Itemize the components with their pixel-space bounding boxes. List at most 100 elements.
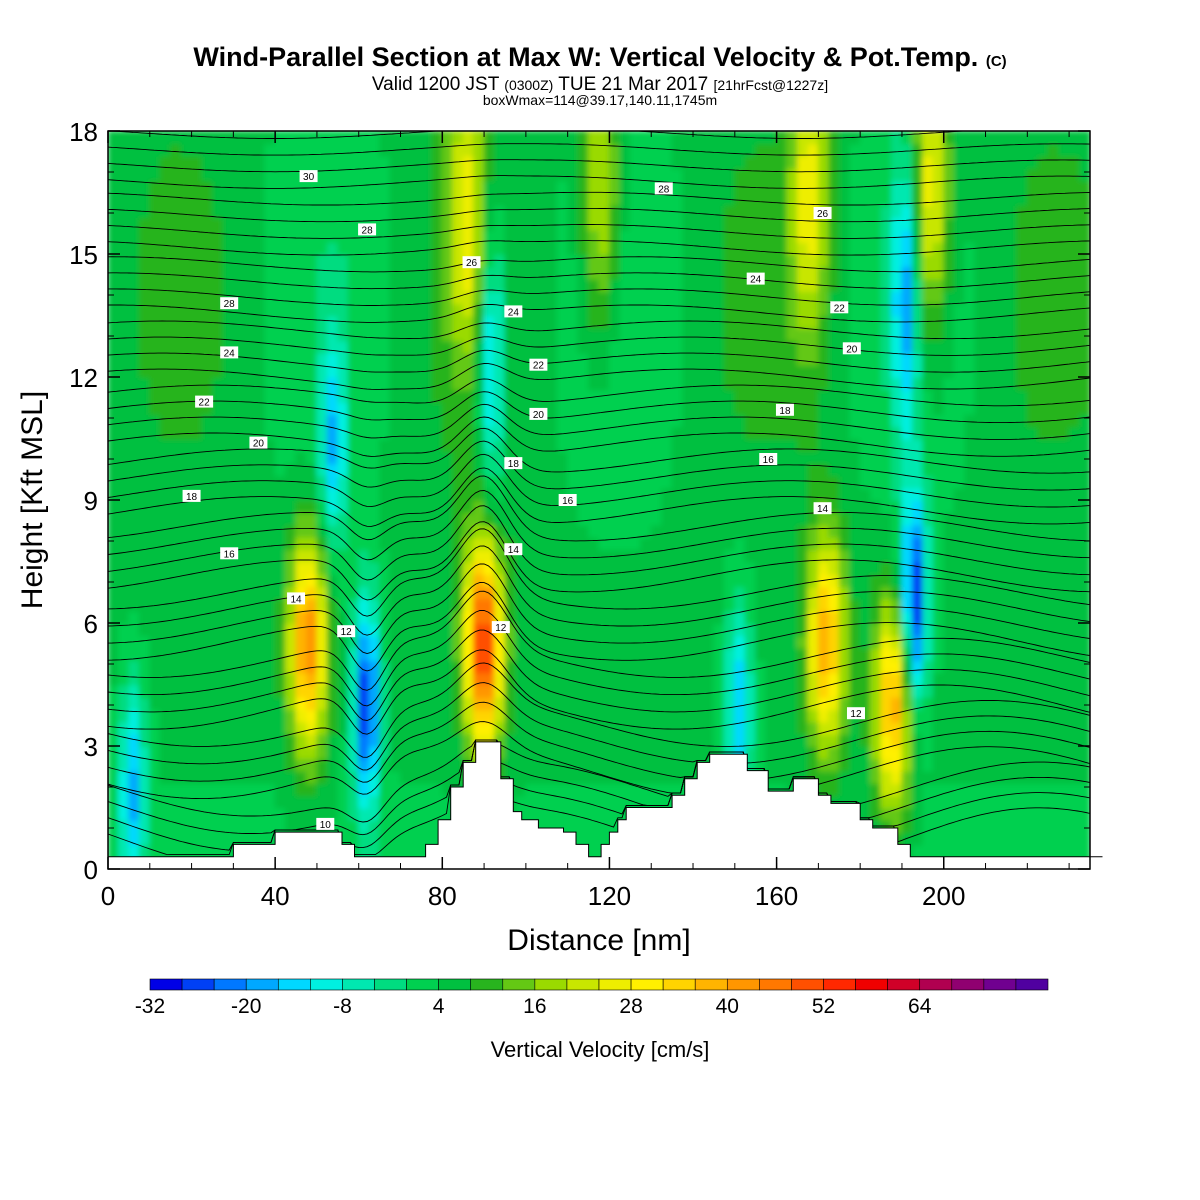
velocity-cell bbox=[452, 241, 465, 255]
velocity-cell bbox=[232, 438, 245, 452]
velocity-cell bbox=[128, 745, 141, 760]
velocity-cell bbox=[556, 819, 569, 834]
velocity-cell bbox=[108, 376, 120, 391]
velocity-cell bbox=[108, 204, 120, 219]
velocity-cell bbox=[880, 388, 893, 403]
velocity-cell bbox=[232, 474, 245, 489]
velocity-cell bbox=[117, 585, 130, 600]
velocity-cell bbox=[661, 610, 674, 624]
velocity-cell bbox=[608, 315, 621, 329]
velocity-cell bbox=[316, 745, 329, 760]
velocity-cell bbox=[274, 511, 287, 526]
velocity-cell bbox=[577, 339, 590, 354]
velocity-cell bbox=[232, 179, 245, 194]
velocity-cell bbox=[619, 315, 632, 329]
velocity-cell bbox=[337, 376, 350, 391]
velocity-cell bbox=[577, 610, 590, 624]
velocity-cell bbox=[420, 671, 433, 686]
velocity-cell bbox=[796, 228, 809, 243]
velocity-cell bbox=[598, 757, 611, 772]
velocity-cell bbox=[619, 253, 632, 268]
velocity-cell bbox=[556, 561, 569, 575]
velocity-cell bbox=[180, 351, 193, 366]
velocity-cell bbox=[222, 351, 235, 366]
velocity-cell bbox=[108, 351, 120, 366]
velocity-cell bbox=[337, 462, 350, 477]
velocity-cell bbox=[431, 684, 444, 698]
velocity-cell bbox=[556, 290, 569, 305]
velocity-cell bbox=[211, 720, 224, 735]
velocity-cell bbox=[514, 216, 527, 231]
velocity-cell bbox=[838, 351, 851, 366]
velocity-cell bbox=[452, 634, 465, 649]
velocity-cell bbox=[744, 733, 757, 747]
velocity-cell bbox=[473, 647, 486, 661]
velocity-cell bbox=[567, 167, 580, 182]
velocity-cell bbox=[953, 228, 966, 243]
velocity-cell bbox=[400, 204, 412, 219]
velocity-cell bbox=[504, 585, 517, 600]
velocity-cell bbox=[253, 720, 266, 735]
velocity-cell bbox=[891, 253, 903, 268]
velocity-cell bbox=[588, 204, 600, 219]
velocity-cell bbox=[671, 696, 684, 711]
velocity-cell bbox=[702, 634, 715, 649]
velocity-cell bbox=[389, 241, 402, 255]
velocity-cell bbox=[462, 265, 475, 280]
velocity-cell bbox=[671, 401, 684, 415]
velocity-cell bbox=[713, 462, 726, 477]
velocity-cell bbox=[619, 401, 632, 415]
velocity-cell bbox=[170, 745, 183, 760]
velocity-cell bbox=[661, 684, 674, 698]
velocity-cell bbox=[211, 241, 224, 255]
velocity-cell bbox=[922, 425, 935, 440]
velocity-cell bbox=[128, 228, 141, 243]
velocity-cell bbox=[880, 376, 893, 391]
velocity-cell bbox=[138, 831, 151, 846]
velocity-cell bbox=[849, 561, 862, 575]
velocity-cell bbox=[180, 499, 193, 514]
velocity-cell bbox=[702, 351, 715, 366]
velocity-cell bbox=[337, 450, 350, 465]
velocity-cell bbox=[514, 131, 527, 145]
velocity-cell bbox=[943, 339, 956, 354]
velocity-cell bbox=[640, 425, 653, 440]
velocity-cell bbox=[807, 265, 820, 280]
velocity-cell bbox=[504, 364, 517, 378]
velocity-cell bbox=[420, 597, 433, 612]
velocity-cell bbox=[640, 155, 653, 169]
velocity-cell bbox=[776, 179, 789, 194]
velocity-cell bbox=[567, 671, 580, 686]
velocity-cell bbox=[598, 228, 611, 243]
velocity-cell bbox=[911, 155, 924, 169]
velocity-cell bbox=[556, 425, 569, 440]
velocity-cell bbox=[191, 302, 204, 317]
velocity-cell bbox=[473, 511, 486, 526]
velocity-cell bbox=[295, 179, 308, 194]
velocity-cell bbox=[838, 290, 851, 305]
velocity-cell bbox=[149, 757, 162, 772]
velocity-cell bbox=[400, 597, 412, 612]
velocity-cell bbox=[588, 474, 600, 489]
velocity-cell bbox=[807, 376, 820, 391]
velocity-cell bbox=[138, 179, 151, 194]
velocity-cell bbox=[358, 487, 371, 501]
velocity-cell bbox=[577, 671, 590, 686]
velocity-cell bbox=[347, 794, 360, 809]
velocity-cell bbox=[253, 388, 266, 403]
velocity-cell bbox=[389, 131, 402, 145]
velocity-cell bbox=[389, 192, 402, 206]
velocity-cell bbox=[692, 265, 705, 280]
velocity-cell bbox=[640, 536, 653, 551]
velocity-cell bbox=[462, 376, 475, 391]
velocity-cell bbox=[191, 376, 204, 391]
velocity-cell bbox=[588, 843, 600, 858]
velocity-cell bbox=[891, 733, 903, 747]
velocity-cell bbox=[285, 794, 298, 809]
velocity-cell bbox=[473, 622, 486, 637]
velocity-cell bbox=[410, 524, 423, 538]
velocity-cell bbox=[755, 659, 768, 674]
velocity-cell bbox=[692, 167, 705, 182]
velocity-cell bbox=[316, 634, 329, 649]
velocity-cell bbox=[776, 204, 789, 219]
